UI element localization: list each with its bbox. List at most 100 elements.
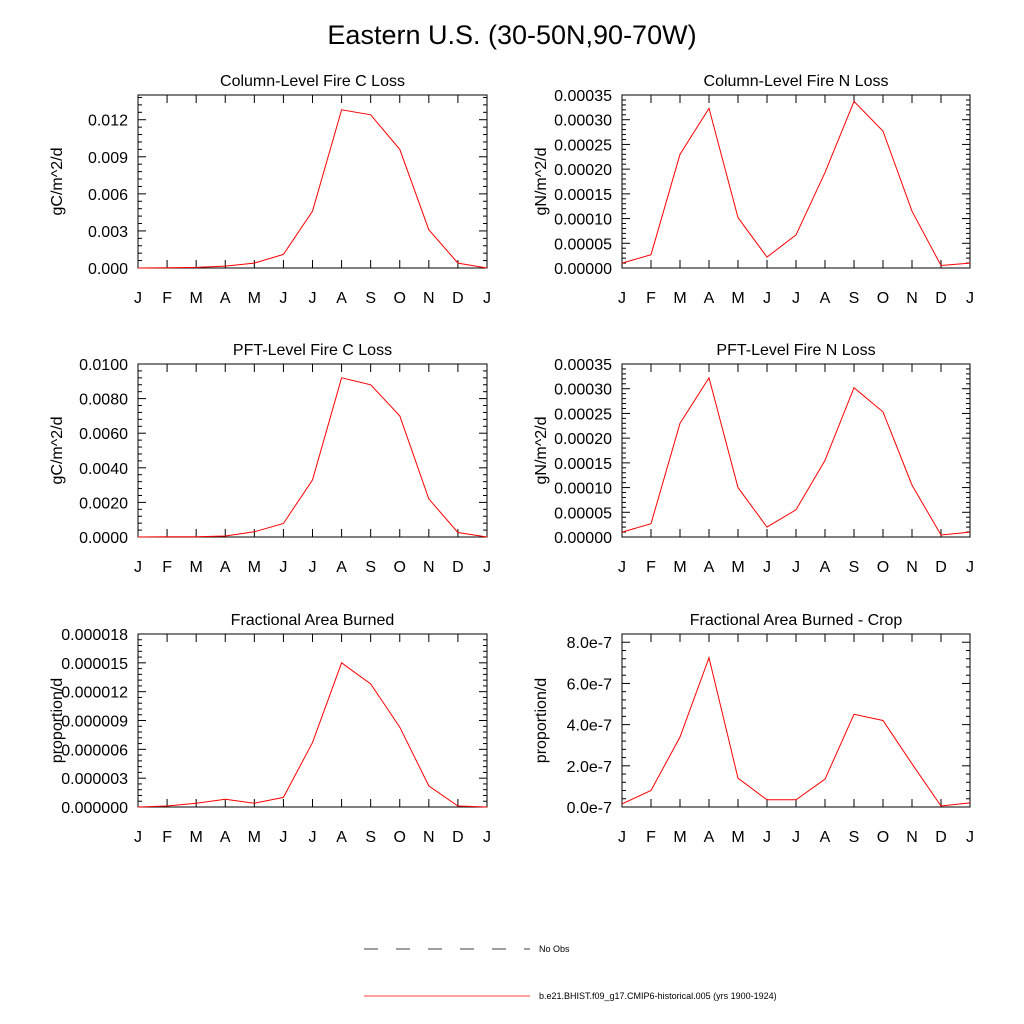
x-tick-label: M [731, 559, 744, 576]
y-tick-label: 0.00035 [554, 88, 612, 105]
plot-frame [137, 94, 488, 269]
y-tick-label: 0.000000 [61, 800, 128, 817]
y-tick-label: 0.009 [88, 150, 128, 167]
x-tick-label: J [309, 829, 317, 846]
x-tick-label: S [365, 829, 376, 846]
x-tick-label: M [731, 829, 744, 846]
x-tick-label: S [849, 290, 860, 307]
y-axis-label: gN/m^2/d [533, 148, 550, 216]
y-tick-label: 0.000003 [61, 771, 128, 788]
x-tick-label: M [673, 290, 686, 307]
x-tick-label: O [394, 829, 406, 846]
plot-frame [137, 363, 488, 538]
x-tick-label: A [336, 290, 347, 307]
x-tick-label: S [849, 559, 860, 576]
x-tick-label: J [792, 290, 800, 307]
x-tick-label: M [673, 559, 686, 576]
y-tick-label: 0.000015 [61, 656, 128, 673]
x-tick-label: A [336, 559, 347, 576]
y-tick-label: 0.00010 [554, 481, 612, 498]
x-tick-label: M [248, 290, 261, 307]
series-line [137, 377, 488, 538]
x-tick-label: A [336, 829, 347, 846]
page-title: Eastern U.S. (30-50N,90-70W) [327, 20, 697, 50]
series-line [621, 376, 971, 536]
x-tick-label: F [162, 559, 172, 576]
x-tick-label: N [906, 290, 918, 307]
x-tick-label: D [935, 559, 947, 576]
y-tick-label: 0.00030 [554, 382, 612, 399]
x-tick-label: J [618, 829, 626, 846]
x-tick-label: M [248, 829, 261, 846]
y-tick-label: 0.000018 [61, 627, 128, 644]
chart-title: Fractional Area Burned - Crop [690, 612, 903, 629]
x-tick-label: A [220, 290, 231, 307]
y-axis-label: proportion/d [533, 678, 550, 763]
x-tick-label: N [423, 290, 435, 307]
x-tick-label: J [763, 290, 771, 307]
x-tick-label: O [877, 559, 889, 576]
y-tick-label: 0.00005 [554, 505, 612, 522]
x-tick-label: J [966, 290, 974, 307]
y-tick-label: 0.0080 [79, 392, 128, 409]
chart-title: PFT-Level Fire C Loss [233, 342, 392, 359]
series-line [137, 109, 488, 269]
y-tick-label: 0.0060 [79, 426, 128, 443]
x-tick-label: J [966, 559, 974, 576]
y-tick-label: 2.0e-7 [567, 759, 612, 776]
x-tick-label: F [646, 559, 656, 576]
y-axis-label: gC/m^2/d [49, 417, 66, 485]
chart-title: Column-Level Fire C Loss [220, 73, 405, 90]
y-tick-label: 4.0e-7 [567, 718, 612, 735]
y-tick-label: 0.006 [88, 187, 128, 204]
x-tick-label: A [220, 559, 231, 576]
x-tick-label: J [279, 829, 287, 846]
y-tick-label: 0.0040 [79, 461, 128, 478]
x-tick-label: J [763, 559, 771, 576]
x-tick-label: N [423, 559, 435, 576]
x-tick-label: F [162, 829, 172, 846]
x-tick-label: D [935, 290, 947, 307]
x-tick-label: D [452, 829, 464, 846]
y-tick-label: 0.0e-7 [567, 800, 612, 817]
series-line [621, 100, 971, 267]
y-tick-label: 0.00010 [554, 212, 612, 229]
x-tick-label: J [792, 559, 800, 576]
x-tick-label: D [452, 290, 464, 307]
x-tick-label: F [646, 290, 656, 307]
x-tick-label: M [731, 290, 744, 307]
x-tick-label: N [906, 829, 918, 846]
x-tick-label: A [820, 290, 831, 307]
x-tick-label: O [394, 290, 406, 307]
y-axis-label: proportion/d [49, 678, 66, 763]
y-tick-label: 0.0100 [79, 357, 128, 374]
x-tick-label: J [134, 559, 142, 576]
plot-frame [137, 633, 488, 808]
y-tick-label: 0.00000 [554, 261, 612, 278]
y-tick-label: 0.00015 [554, 187, 612, 204]
x-tick-label: N [906, 559, 918, 576]
x-tick-label: J [279, 290, 287, 307]
y-axis-label: gN/m^2/d [533, 417, 550, 485]
y-tick-label: 0.00015 [554, 456, 612, 473]
chart-panel: PFT-Level Fire N Loss gN/m^2/d 0.00000 0.00… [533, 342, 974, 576]
x-tick-label: D [935, 829, 947, 846]
plot-frame [621, 633, 971, 808]
x-tick-label: A [704, 829, 715, 846]
chart-panel: Column-Level Fire C Loss gC/m^2/d 0.000 0.0… [49, 73, 491, 307]
y-tick-label: 0.003 [88, 224, 128, 241]
y-tick-label: 0.00020 [554, 431, 612, 448]
chart-title: PFT-Level Fire N Loss [716, 342, 875, 359]
chart-title: Fractional Area Burned [231, 612, 395, 629]
y-tick-label: 0.012 [88, 113, 128, 130]
x-tick-label: N [423, 829, 435, 846]
y-tick-label: 6.0e-7 [567, 676, 612, 693]
x-tick-label: F [162, 290, 172, 307]
x-tick-label: J [134, 829, 142, 846]
chart-panel: Column-Level Fire N Loss gN/m^2/d 0.00000 0… [533, 73, 974, 307]
x-tick-label: S [365, 290, 376, 307]
x-tick-label: O [394, 559, 406, 576]
x-tick-label: A [704, 290, 715, 307]
x-tick-label: J [966, 829, 974, 846]
y-tick-label: 0.00020 [554, 162, 612, 179]
